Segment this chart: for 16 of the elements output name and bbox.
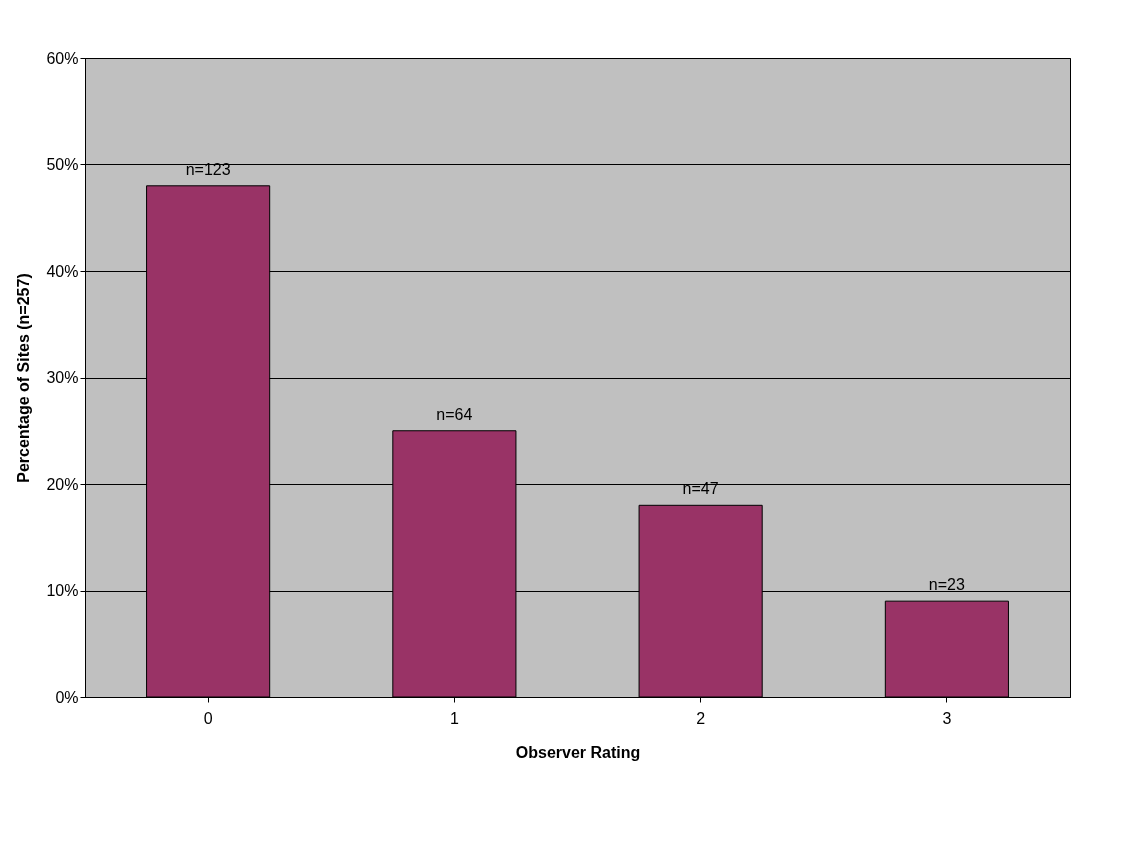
y-tick-label: 50%	[46, 156, 79, 173]
x-tick-label: 2	[696, 709, 706, 727]
y-tick-label: 10%	[46, 582, 79, 599]
annotation: n=47	[682, 480, 719, 498]
y-tick-label: 0%	[55, 688, 79, 706]
x-tick-label: 3	[942, 709, 952, 727]
y-tick-label: 40%	[46, 262, 79, 280]
y-tick-label: 30%	[46, 369, 79, 386]
annotation: n=23	[928, 576, 965, 594]
y-axis-title: Percentage of Sites (n=257)	[15, 273, 33, 483]
x-tick-label: 1	[449, 709, 459, 727]
x-tick-label: 0	[203, 709, 213, 727]
y-tick-label: 20%	[46, 475, 79, 493]
annotation: n=64	[436, 405, 473, 423]
x-axis-title: Observer Rating	[515, 743, 641, 761]
y-tick-label: 60%	[46, 49, 79, 67]
